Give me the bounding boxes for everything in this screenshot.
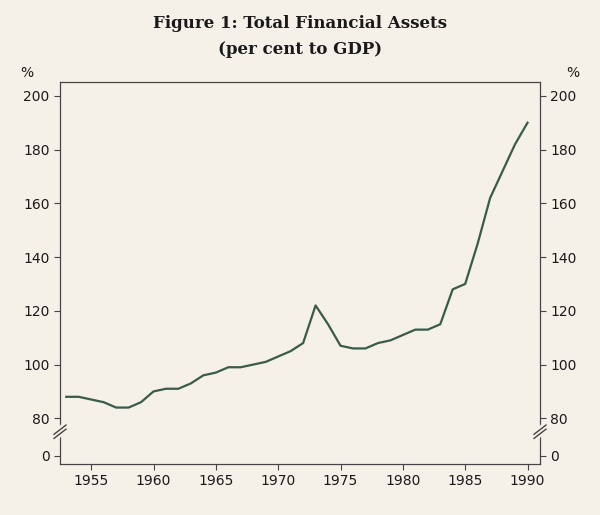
Text: (per cent to GDP): (per cent to GDP) bbox=[218, 41, 382, 58]
Text: Figure 1: Total Financial Assets: Figure 1: Total Financial Assets bbox=[153, 15, 447, 32]
Text: %: % bbox=[566, 66, 580, 80]
Text: %: % bbox=[20, 66, 34, 80]
